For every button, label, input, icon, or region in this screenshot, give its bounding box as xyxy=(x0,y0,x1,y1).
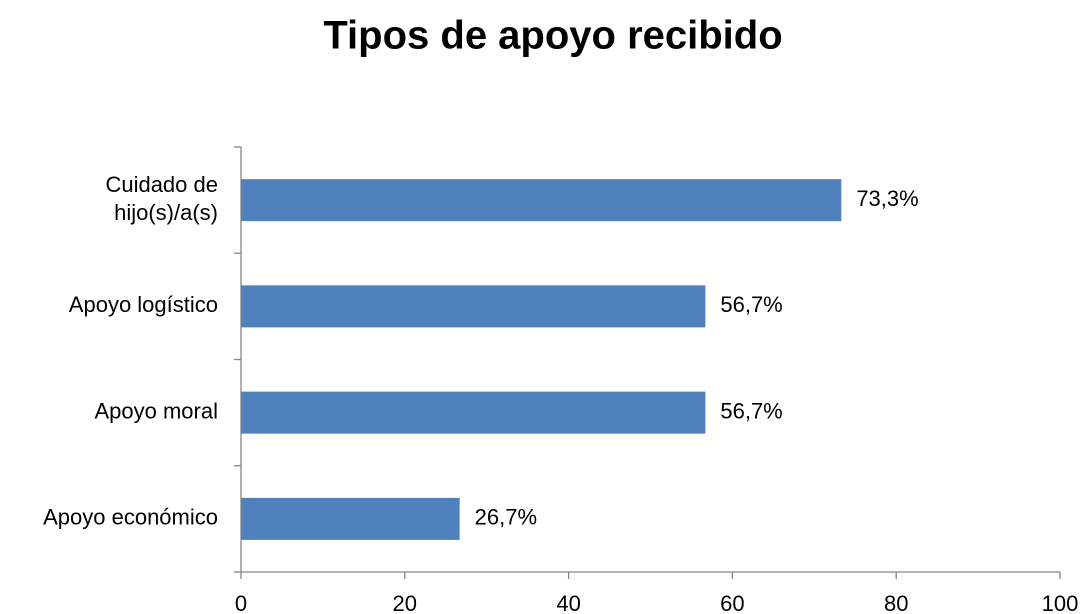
x-tick-label: 80 xyxy=(884,591,908,614)
bar xyxy=(241,179,842,222)
y-tick-label: Apoyo logístico xyxy=(69,292,218,317)
x-tick-label: 60 xyxy=(720,591,744,614)
data-label: 56,7% xyxy=(720,292,782,317)
y-tick-label: Cuidado de hijo(s)/a(s) xyxy=(105,172,218,225)
bar xyxy=(241,391,706,434)
y-tick-label: Apoyo moral xyxy=(94,398,218,423)
x-tick-label: 0 xyxy=(235,591,247,614)
x-tick-label: 100 xyxy=(1042,591,1079,614)
x-tick-label: 40 xyxy=(556,591,580,614)
data-label: 73,3% xyxy=(856,186,918,211)
bar xyxy=(241,285,706,328)
x-tick-label: 20 xyxy=(393,591,417,614)
bar xyxy=(241,497,460,540)
y-tick-label: Apoyo económico xyxy=(43,505,218,530)
data-label: 56,7% xyxy=(720,398,782,423)
data-label: 26,7% xyxy=(475,505,537,530)
chart-title: Tipos de apoyo recibido xyxy=(323,14,782,58)
